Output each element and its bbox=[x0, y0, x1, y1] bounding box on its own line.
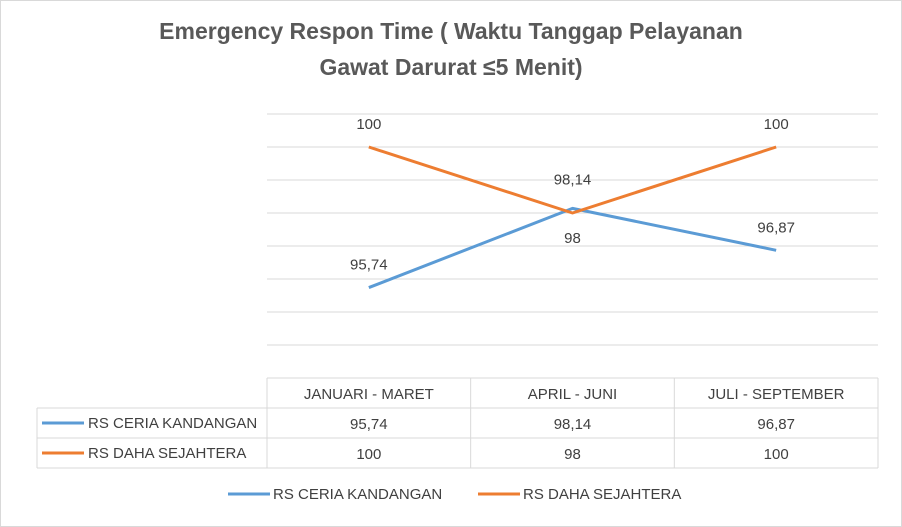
table-cell: 98 bbox=[564, 446, 581, 463]
category-label: JANUARI - MARET bbox=[304, 386, 434, 403]
data-label: 96,87 bbox=[757, 219, 795, 236]
table-cell: 100 bbox=[764, 446, 789, 463]
table-cell: 95,74 bbox=[350, 416, 388, 433]
series-line-1 bbox=[368, 145, 777, 215]
legend-label: RS DAHA SEJAHTERA bbox=[523, 486, 681, 503]
table-series-name: RS DAHA SEJAHTERA bbox=[88, 445, 246, 462]
table-cell: 100 bbox=[356, 446, 381, 463]
category-label: JULI - SEPTEMBER bbox=[708, 386, 845, 403]
table-cell: 98,14 bbox=[554, 416, 592, 433]
data-label: 95,74 bbox=[350, 257, 388, 274]
chart-title-line2: Gawat Darurat ≤5 Menit) bbox=[319, 54, 583, 80]
legend-label: RS CERIA KANDANGAN bbox=[273, 486, 442, 503]
data-label: 98,14 bbox=[554, 171, 592, 188]
chart-title-line1: Emergency Respon Time ( Waktu Tanggap Pe… bbox=[159, 18, 743, 44]
data-label: 100 bbox=[356, 116, 381, 133]
series-line-0 bbox=[368, 206, 777, 289]
table-series-name: RS CERIA KANDANGAN bbox=[88, 415, 257, 432]
category-label: APRIL - JUNI bbox=[528, 386, 617, 403]
data-label: 100 bbox=[764, 116, 789, 133]
table-cell: 96,87 bbox=[757, 416, 795, 433]
data-label: 98 bbox=[564, 230, 581, 247]
